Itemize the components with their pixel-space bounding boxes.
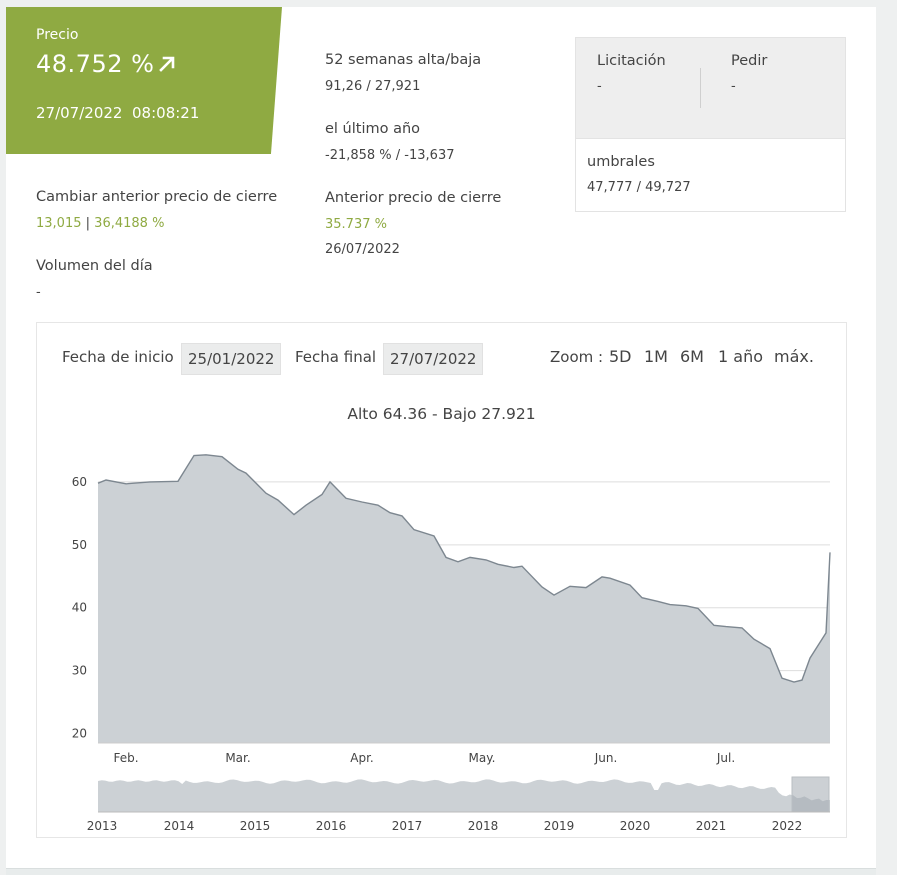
price-value-text: 48.752 %	[36, 50, 155, 78]
start-date-input[interactable]: 25/01/2022	[181, 343, 282, 375]
bid-ask-divider	[700, 68, 701, 108]
week52-value: 91,26 / 27,921	[325, 79, 421, 94]
y-tick-label: 50	[72, 538, 87, 552]
navigator-year-label: 2016	[316, 819, 347, 833]
navigator: 2013 2014 2015 2016 2017 2018 2019 2020 2021 2022	[87, 776, 830, 833]
navigator-year-label: 2014	[164, 819, 195, 833]
arrow-up-right-icon	[159, 56, 175, 72]
navigator-year-label: 2021	[696, 819, 727, 833]
navigator-year-label: 2018	[468, 819, 499, 833]
zoom-max-button[interactable]: máx.	[774, 347, 814, 366]
zoom-1m-button[interactable]: 1M	[644, 347, 668, 366]
thresholds-value: 47,777 / 49,727	[587, 180, 691, 195]
bottom-bar	[6, 868, 876, 875]
series-line	[97, 454, 831, 683]
y-tick-label: 30	[72, 664, 87, 678]
x-tick-label: Feb.	[113, 751, 138, 765]
price-date: 27/07/2022	[36, 104, 123, 122]
last-year-label: el último año	[325, 121, 421, 137]
start-date-label: Fecha de inicio	[62, 348, 174, 366]
price-label: Precio	[36, 27, 79, 43]
zoom-5d-button[interactable]: 5D	[609, 347, 632, 366]
chart-panel: Fecha de inicio 25/01/2022 Fecha final 2…	[36, 322, 847, 838]
price-time: 08:08:21	[132, 104, 200, 122]
change-abs: 13,015	[36, 216, 82, 231]
zoom-1y-button[interactable]: 1 año	[718, 347, 763, 366]
change-prev-label: Cambiar anterior precio de cierre	[36, 189, 278, 205]
price-panel: Precio 48.752 % 27/07/2022 08:08:21	[6, 7, 282, 154]
chart-title: Alto 64.36 - Bajo 27.921	[347, 405, 536, 423]
x-axis-ticks: Feb. Mar. Apr. May. Jun. Jul.	[113, 751, 735, 765]
price-timestamp: 27/07/2022 08:08:21	[36, 104, 199, 122]
navigator-series	[98, 779, 830, 812]
end-date-label: Fecha final	[295, 348, 377, 366]
change-separator: |	[85, 216, 91, 231]
y-axis-ticks: 20 30 40 50 60	[72, 475, 87, 741]
x-tick-label: Jul.	[716, 751, 735, 765]
price-value: 48.752 %	[36, 50, 177, 78]
y-tick-label: 60	[72, 475, 87, 489]
prev-close-label: Anterior precio de cierre	[325, 190, 502, 206]
y-tick-label: 20	[72, 727, 87, 741]
day-volume-value: -	[36, 285, 41, 300]
x-tick-label: May.	[469, 751, 496, 765]
last-year-value: -21,858 % / -13,637	[325, 148, 455, 163]
bid-ask-header: Licitación - Pedir -	[576, 38, 845, 139]
navigator-year-label: 2013	[87, 819, 118, 833]
series-area	[98, 454, 830, 743]
navigator-year-label: 2019	[544, 819, 575, 833]
x-tick-label: Apr.	[350, 751, 373, 765]
zoom-6m-button[interactable]: 6M	[680, 347, 704, 366]
price-chart[interactable]: 20 30 40 50 60 Feb. Mar. Apr. May. Jun. Jul. 2013…	[37, 323, 846, 837]
prev-close-date: 26/07/2022	[325, 242, 400, 257]
day-volume-label: Volumen del día	[36, 258, 153, 274]
ask-value: -	[731, 79, 736, 94]
bid-value: -	[597, 79, 602, 94]
prev-close-value: 35.737 %	[325, 217, 387, 232]
navigator-year-label: 2020	[620, 819, 651, 833]
zoom-label: Zoom :	[550, 348, 604, 366]
thresholds-label: umbrales	[587, 154, 655, 170]
change-pct: 36,4188 %	[94, 216, 165, 231]
y-tick-label: 40	[72, 601, 87, 615]
x-tick-label: Mar.	[225, 751, 250, 765]
navigator-year-label: 2022	[772, 819, 803, 833]
x-tick-label: Jun.	[594, 751, 618, 765]
navigator-year-label: 2015	[240, 819, 271, 833]
area-layer	[97, 454, 831, 744]
week52-label: 52 semanas alta/baja	[325, 52, 482, 68]
navigator-year-label: 2017	[392, 819, 423, 833]
change-prev-value: 13,015 | 36,4188 %	[36, 216, 164, 231]
ask-label: Pedir	[731, 53, 768, 69]
navigator-selection-handle[interactable]	[791, 776, 830, 813]
bid-label: Licitación	[597, 53, 666, 69]
end-date-input[interactable]: 27/07/2022	[383, 343, 484, 375]
bid-ask-panel: Licitación - Pedir - umbrales 47,777 / 4…	[575, 37, 846, 212]
